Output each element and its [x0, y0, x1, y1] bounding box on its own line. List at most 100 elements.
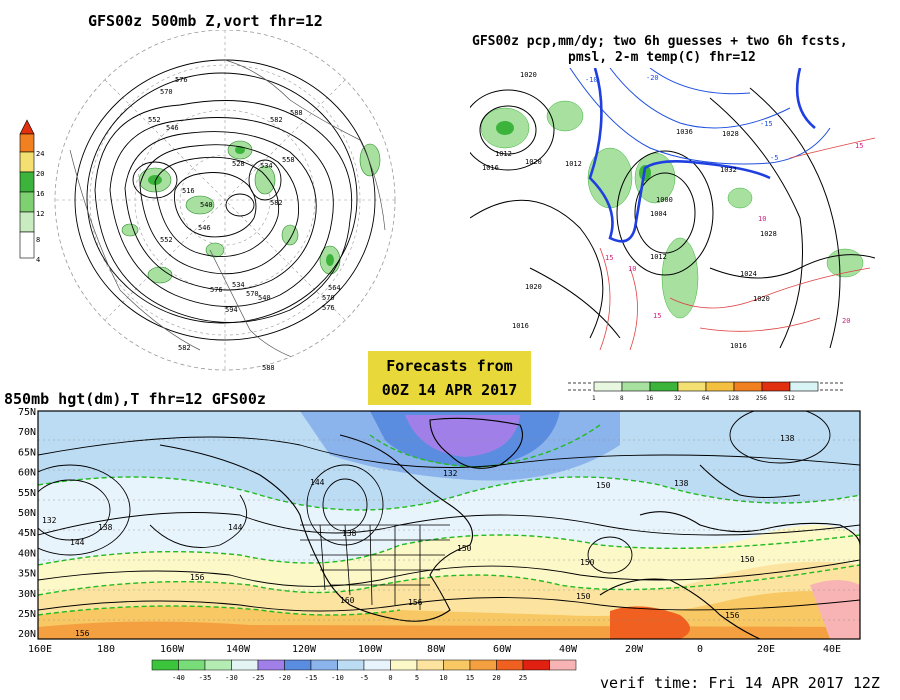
legend-label: 10: [439, 674, 447, 682]
contour-label: 576: [175, 76, 188, 84]
legend-label: -40: [172, 674, 185, 682]
legend-label: -20: [278, 674, 291, 682]
legend-swatch: [416, 659, 444, 671]
contour-label: 516: [182, 187, 195, 195]
temp-label: 10: [628, 265, 636, 273]
legend-label: -15: [305, 674, 318, 682]
temp-label: 20: [842, 317, 850, 325]
legend-label: 0: [388, 674, 392, 682]
legend-swatch: [549, 659, 577, 671]
longitude-label: 180: [97, 644, 115, 655]
contour-label: 588: [262, 364, 275, 372]
contour-label: 558: [282, 156, 295, 164]
temp-label: -15: [760, 120, 773, 128]
legend-label: 128: [728, 395, 739, 402]
contour-label: 570: [246, 290, 259, 298]
panel-pcp-map: 1020 1012 1016 1020 1012 1036 1032 1028 …: [470, 68, 876, 350]
contour-label: 582: [270, 116, 283, 124]
legend-label: 4: [36, 256, 40, 264]
legend-swatch: [204, 659, 232, 671]
height-label: 132: [443, 469, 458, 478]
contour-label: 534: [260, 162, 273, 170]
height-label: 144: [228, 523, 243, 532]
latitude-label: 75N: [18, 407, 36, 418]
pressure-label: 1012: [495, 150, 512, 158]
pressure-label: 1016: [482, 164, 499, 172]
legend-swatch: [231, 659, 259, 671]
height-label: 138: [342, 529, 357, 538]
height-label: 156: [408, 598, 423, 607]
height-label: 138: [674, 479, 689, 488]
longitude-label: 20E: [757, 644, 775, 655]
legend-label: 16: [36, 190, 44, 198]
pressure-label: 1020: [520, 71, 537, 79]
contour-label: 588: [290, 109, 303, 117]
pressure-label: 1028: [722, 130, 739, 138]
legend-label: 256: [756, 395, 767, 402]
longitude-label: 160E: [28, 644, 52, 655]
legend-label: 16: [646, 395, 654, 402]
legend-label: 24: [36, 150, 44, 158]
legend-label: 32: [674, 395, 682, 402]
longitude-label: 160W: [160, 644, 185, 655]
verification-time: verif time: Fri 14 APR 2017 12Z: [600, 674, 880, 692]
panel-500-title: GFS00z 500mb Z,vort fhr=12: [88, 12, 323, 30]
legend-label: -5: [360, 674, 368, 682]
longitude-label: 100W: [358, 644, 383, 655]
forecast-line2: 00Z 14 APR 2017: [381, 381, 518, 399]
height-label: 150: [580, 558, 595, 567]
height-label: 144: [70, 538, 85, 547]
legend-swatch: [178, 659, 206, 671]
longitude-label: 40E: [823, 644, 841, 655]
latitude-label: 65N: [18, 447, 36, 458]
height-label: 150: [740, 555, 755, 564]
contour-label: 528: [232, 160, 245, 168]
legend-label: -25: [252, 674, 265, 682]
pressure-label: 1032: [720, 166, 737, 174]
contour-label: 540: [258, 294, 271, 302]
vort-legend: 4 8 12 16 20 24: [19, 119, 44, 264]
latitude-label: 30N: [18, 589, 36, 600]
longitude-label: 20W: [625, 644, 644, 655]
height-label: 150: [576, 592, 591, 601]
contour-label: 552: [148, 116, 161, 124]
temp-label: -10: [585, 76, 598, 84]
legend-swatch: [257, 659, 285, 671]
contour-label: 570: [322, 294, 335, 302]
contour-label: 552: [160, 236, 173, 244]
legend-swatch: [496, 659, 524, 671]
latitude-label: 70N: [18, 427, 36, 438]
legend-label: 8: [620, 395, 624, 402]
legend-swatch: [469, 659, 497, 671]
contour-label: 564: [328, 284, 341, 292]
contour-label: 582: [270, 199, 283, 207]
legend-swatch: [284, 659, 312, 671]
temp-label: 10: [758, 215, 766, 223]
contour-label: 570: [160, 88, 173, 96]
latitude-label: 25N: [18, 609, 36, 620]
contour-label: 546: [166, 124, 179, 132]
legend-label: 64: [702, 395, 710, 402]
temp-legend: -40 -35 -30 -25 -20 -15 -10 -5 0 5 10 15 20 25: [151, 659, 577, 682]
contour-label: 540: [200, 201, 213, 209]
pressure-label: 1020: [525, 158, 542, 166]
pressure-label: 1000: [656, 196, 673, 204]
pcp-legend: 1 8 16 32 64 128 256 512: [568, 381, 844, 402]
longitude-label: 60W: [493, 644, 512, 655]
legend-swatch: [522, 659, 550, 671]
panel-pcp-title-line1: GFS00z pcp,mm/dy; two 6h guesses + two 6…: [472, 34, 848, 49]
legend-swatch: [151, 659, 179, 671]
pressure-label: 1028: [760, 230, 777, 238]
legend-label: -30: [225, 674, 238, 682]
pressure-label: 1020: [753, 295, 770, 303]
height-label: 156: [725, 611, 740, 620]
pressure-label: 1020: [525, 283, 542, 291]
pressure-label: 1016: [512, 322, 529, 330]
longitude-label: 80W: [427, 644, 446, 655]
legend-label: 25: [519, 674, 527, 682]
pressure-label: 1004: [650, 210, 667, 218]
latitude-label: 50N: [18, 508, 36, 519]
latitude-label: 45N: [18, 528, 36, 539]
temp-label: 15: [605, 254, 613, 262]
panel-850-title: 850mb hgt(dm),T fhr=12 GFS00z: [4, 390, 266, 408]
